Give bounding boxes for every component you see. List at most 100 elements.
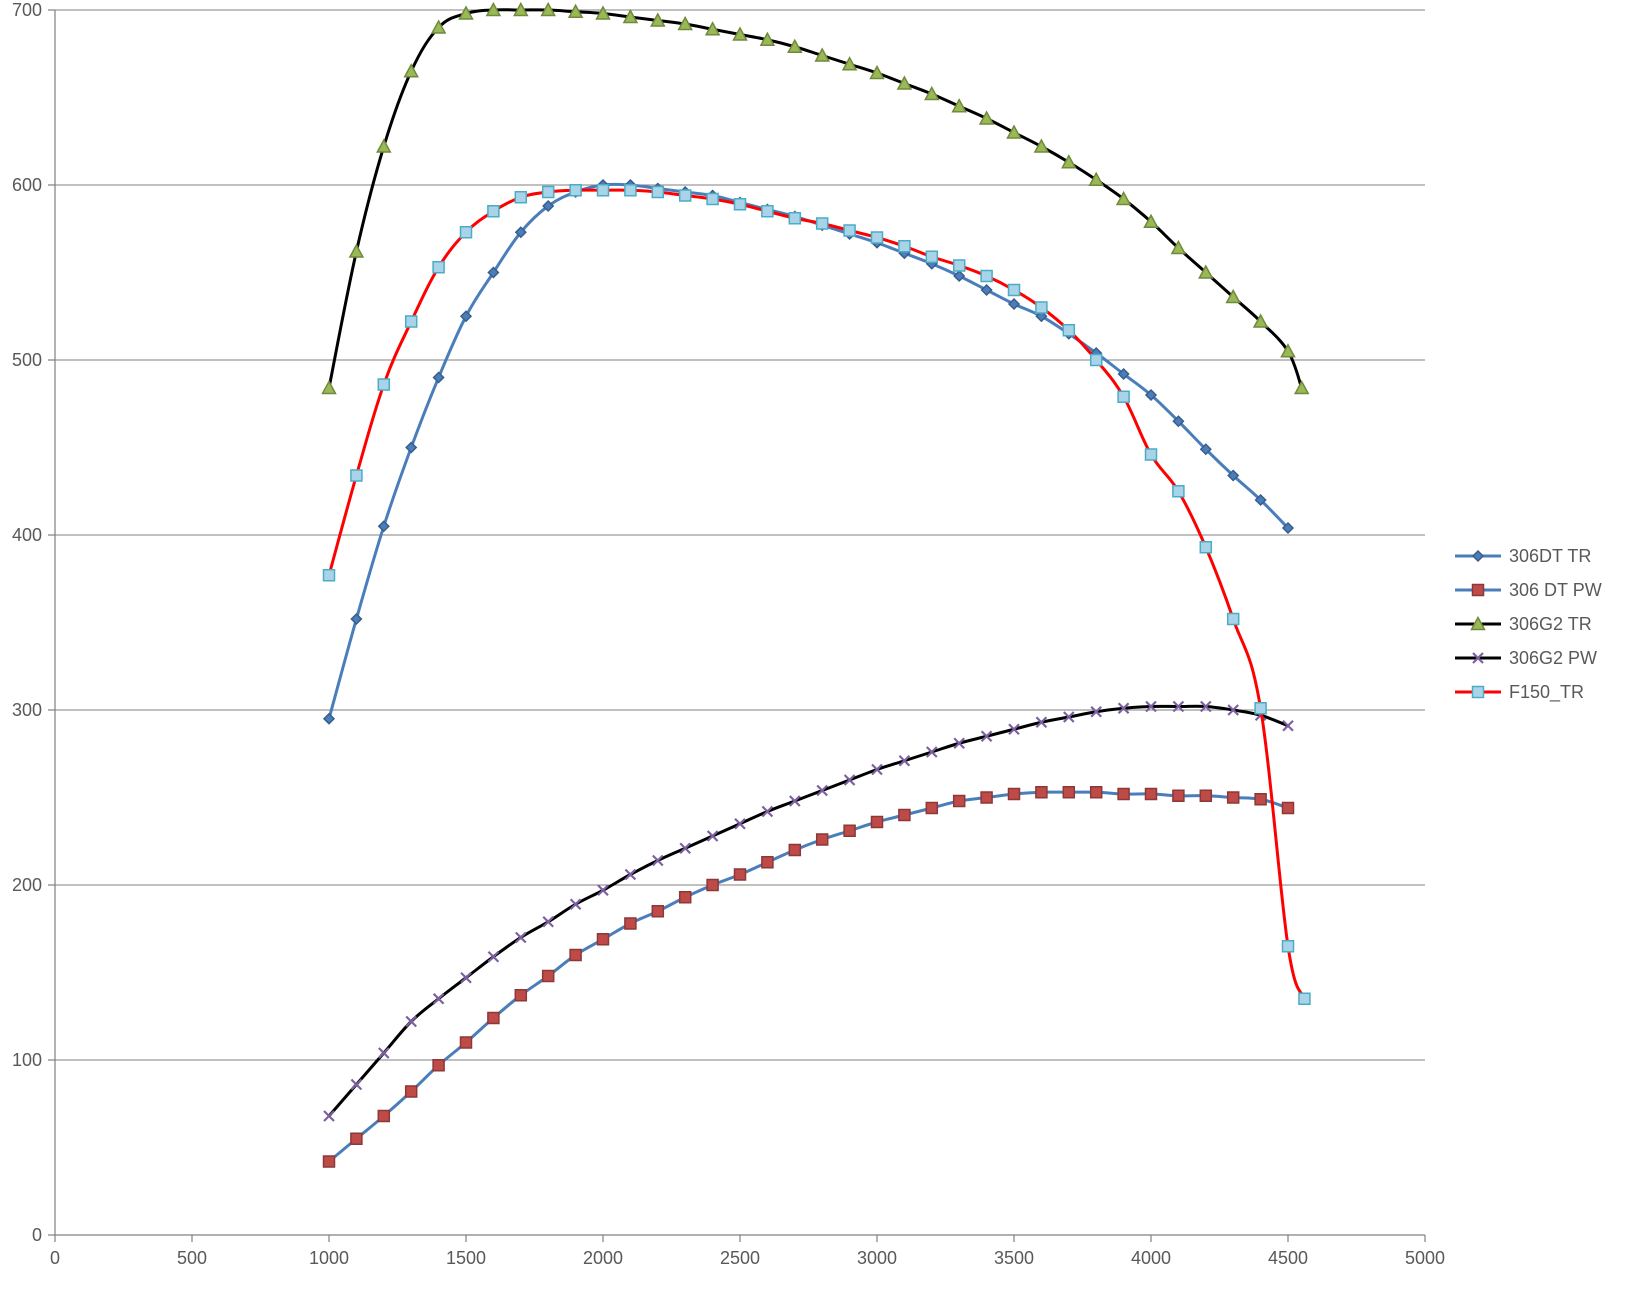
marker-square <box>817 834 828 845</box>
marker-square <box>735 199 746 210</box>
marker-square <box>981 271 992 282</box>
marker-square <box>1036 302 1047 313</box>
marker-square <box>981 792 992 803</box>
x-tick-label: 1500 <box>446 1248 486 1268</box>
marker-square <box>461 1037 472 1048</box>
marker-square <box>515 192 526 203</box>
marker-square <box>1283 803 1294 814</box>
marker-square <box>1009 789 1020 800</box>
marker-square <box>406 1086 417 1097</box>
marker-square <box>570 185 581 196</box>
marker-square <box>954 796 965 807</box>
marker-square <box>488 206 499 217</box>
marker-square <box>707 194 718 205</box>
marker-square <box>570 950 581 961</box>
x-tick-label: 5000 <box>1405 1248 1445 1268</box>
marker-square <box>1255 794 1266 805</box>
marker-square <box>378 379 389 390</box>
chart-background <box>0 0 1629 1313</box>
legend-label: F150_TR <box>1509 682 1584 703</box>
marker-square <box>954 260 965 271</box>
marker-square <box>1299 993 1310 1004</box>
marker-square <box>1009 285 1020 296</box>
marker-square <box>789 213 800 224</box>
marker-square <box>625 185 636 196</box>
line-chart: 0 100 200 300 400 500 600 700 0 500 1000 1500 2000 25… <box>0 0 1629 1313</box>
y-tick-label: 700 <box>12 0 42 20</box>
marker-square <box>351 1133 362 1144</box>
x-tick-label: 1000 <box>309 1248 349 1268</box>
marker-square <box>488 1013 499 1024</box>
marker-square <box>351 470 362 481</box>
marker-square <box>461 227 472 238</box>
x-tick-label: 4500 <box>1268 1248 1308 1268</box>
marker-square <box>762 857 773 868</box>
marker-square <box>433 262 444 273</box>
y-tick-label: 0 <box>32 1225 42 1245</box>
marker-square <box>1255 703 1266 714</box>
marker-square <box>844 825 855 836</box>
x-tick-label: 3500 <box>994 1248 1034 1268</box>
y-tick-label: 400 <box>12 525 42 545</box>
marker-square <box>1063 325 1074 336</box>
legend-label: 306 DT PW <box>1509 580 1602 600</box>
marker-square <box>625 918 636 929</box>
marker-square <box>680 892 691 903</box>
marker-square <box>406 316 417 327</box>
chart-container: 0 100 200 300 400 500 600 700 0 500 1000 1500 2000 25… <box>0 0 1629 1313</box>
marker-square <box>1146 449 1157 460</box>
marker-square <box>926 251 937 262</box>
x-tick-label: 3000 <box>857 1248 897 1268</box>
legend-label: 306DT TR <box>1509 546 1591 566</box>
legend-label: 306G2 PW <box>1509 648 1597 668</box>
marker-square <box>707 880 718 891</box>
marker-square <box>515 990 526 1001</box>
marker-square <box>872 232 883 243</box>
legend-label: 306G2 TR <box>1509 614 1592 634</box>
marker-square <box>680 190 691 201</box>
marker-square <box>872 817 883 828</box>
marker-square <box>1473 687 1484 698</box>
marker-square <box>817 218 828 229</box>
marker-square <box>1036 787 1047 798</box>
x-tick-label: 500 <box>177 1248 207 1268</box>
marker-square <box>789 845 800 856</box>
marker-square <box>1173 790 1184 801</box>
marker-square <box>1228 614 1239 625</box>
marker-square <box>378 1111 389 1122</box>
marker-square <box>1091 787 1102 798</box>
x-tick-label: 0 <box>50 1248 60 1268</box>
marker-square <box>1228 792 1239 803</box>
marker-square <box>1146 789 1157 800</box>
marker-square <box>926 803 937 814</box>
x-tick-label: 2000 <box>583 1248 623 1268</box>
marker-square <box>324 570 335 581</box>
y-tick-label: 500 <box>12 350 42 370</box>
marker-square <box>1091 355 1102 366</box>
marker-square <box>1200 790 1211 801</box>
marker-square <box>543 971 554 982</box>
marker-square <box>762 206 773 217</box>
marker-square <box>1473 585 1484 596</box>
marker-square <box>844 225 855 236</box>
x-tick-label: 2500 <box>720 1248 760 1268</box>
marker-square <box>433 1060 444 1071</box>
marker-square <box>1173 486 1184 497</box>
marker-square <box>899 810 910 821</box>
marker-square <box>652 906 663 917</box>
y-tick-label: 300 <box>12 700 42 720</box>
marker-square <box>652 187 663 198</box>
y-tick-label: 600 <box>12 175 42 195</box>
marker-square <box>899 241 910 252</box>
marker-square <box>324 1156 335 1167</box>
y-tick-label: 200 <box>12 875 42 895</box>
marker-square <box>543 187 554 198</box>
marker-square <box>1063 787 1074 798</box>
y-tick-label: 100 <box>12 1050 42 1070</box>
marker-square <box>598 185 609 196</box>
marker-square <box>1200 542 1211 553</box>
marker-square <box>1118 391 1129 402</box>
marker-square <box>735 869 746 880</box>
marker-square <box>598 934 609 945</box>
marker-square <box>1118 789 1129 800</box>
